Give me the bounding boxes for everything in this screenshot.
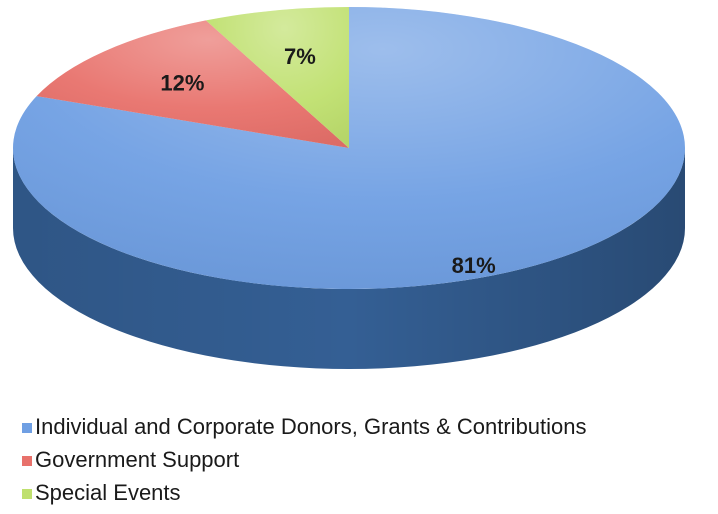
pie-slice-label-2: 7% <box>284 44 316 69</box>
pie-chart-svg: 81% 12% 7% <box>12 6 685 369</box>
legend-label: Individual and Corporate Donors, Grants … <box>35 413 587 439</box>
legend-swatch <box>22 488 32 499</box>
legend-label: Special Events <box>35 479 181 505</box>
pie-sides <box>13 148 685 369</box>
legend-item: Special Events <box>22 476 587 509</box>
legend-label: Government Support <box>35 446 240 472</box>
legend-item: Government Support <box>22 443 587 476</box>
pie-tops <box>12 6 685 290</box>
pie-labels: 81% 12% 7% <box>160 44 495 278</box>
pie-slice-gloss-0 <box>12 7 685 290</box>
pie-slice-gloss-1 <box>36 20 350 148</box>
legend-swatch <box>22 455 32 466</box>
pie-slice-label-0: 81% <box>452 253 496 278</box>
pie-side-shade-0 <box>13 148 685 369</box>
legend-item: Individual and Corporate Donors, Grants … <box>22 410 587 443</box>
pie-slice-gloss-2 <box>205 6 349 148</box>
pie-slice-label-1: 12% <box>160 70 204 95</box>
legend: Individual and Corporate Donors, Grants … <box>22 410 587 509</box>
legend-swatch <box>22 422 32 433</box>
